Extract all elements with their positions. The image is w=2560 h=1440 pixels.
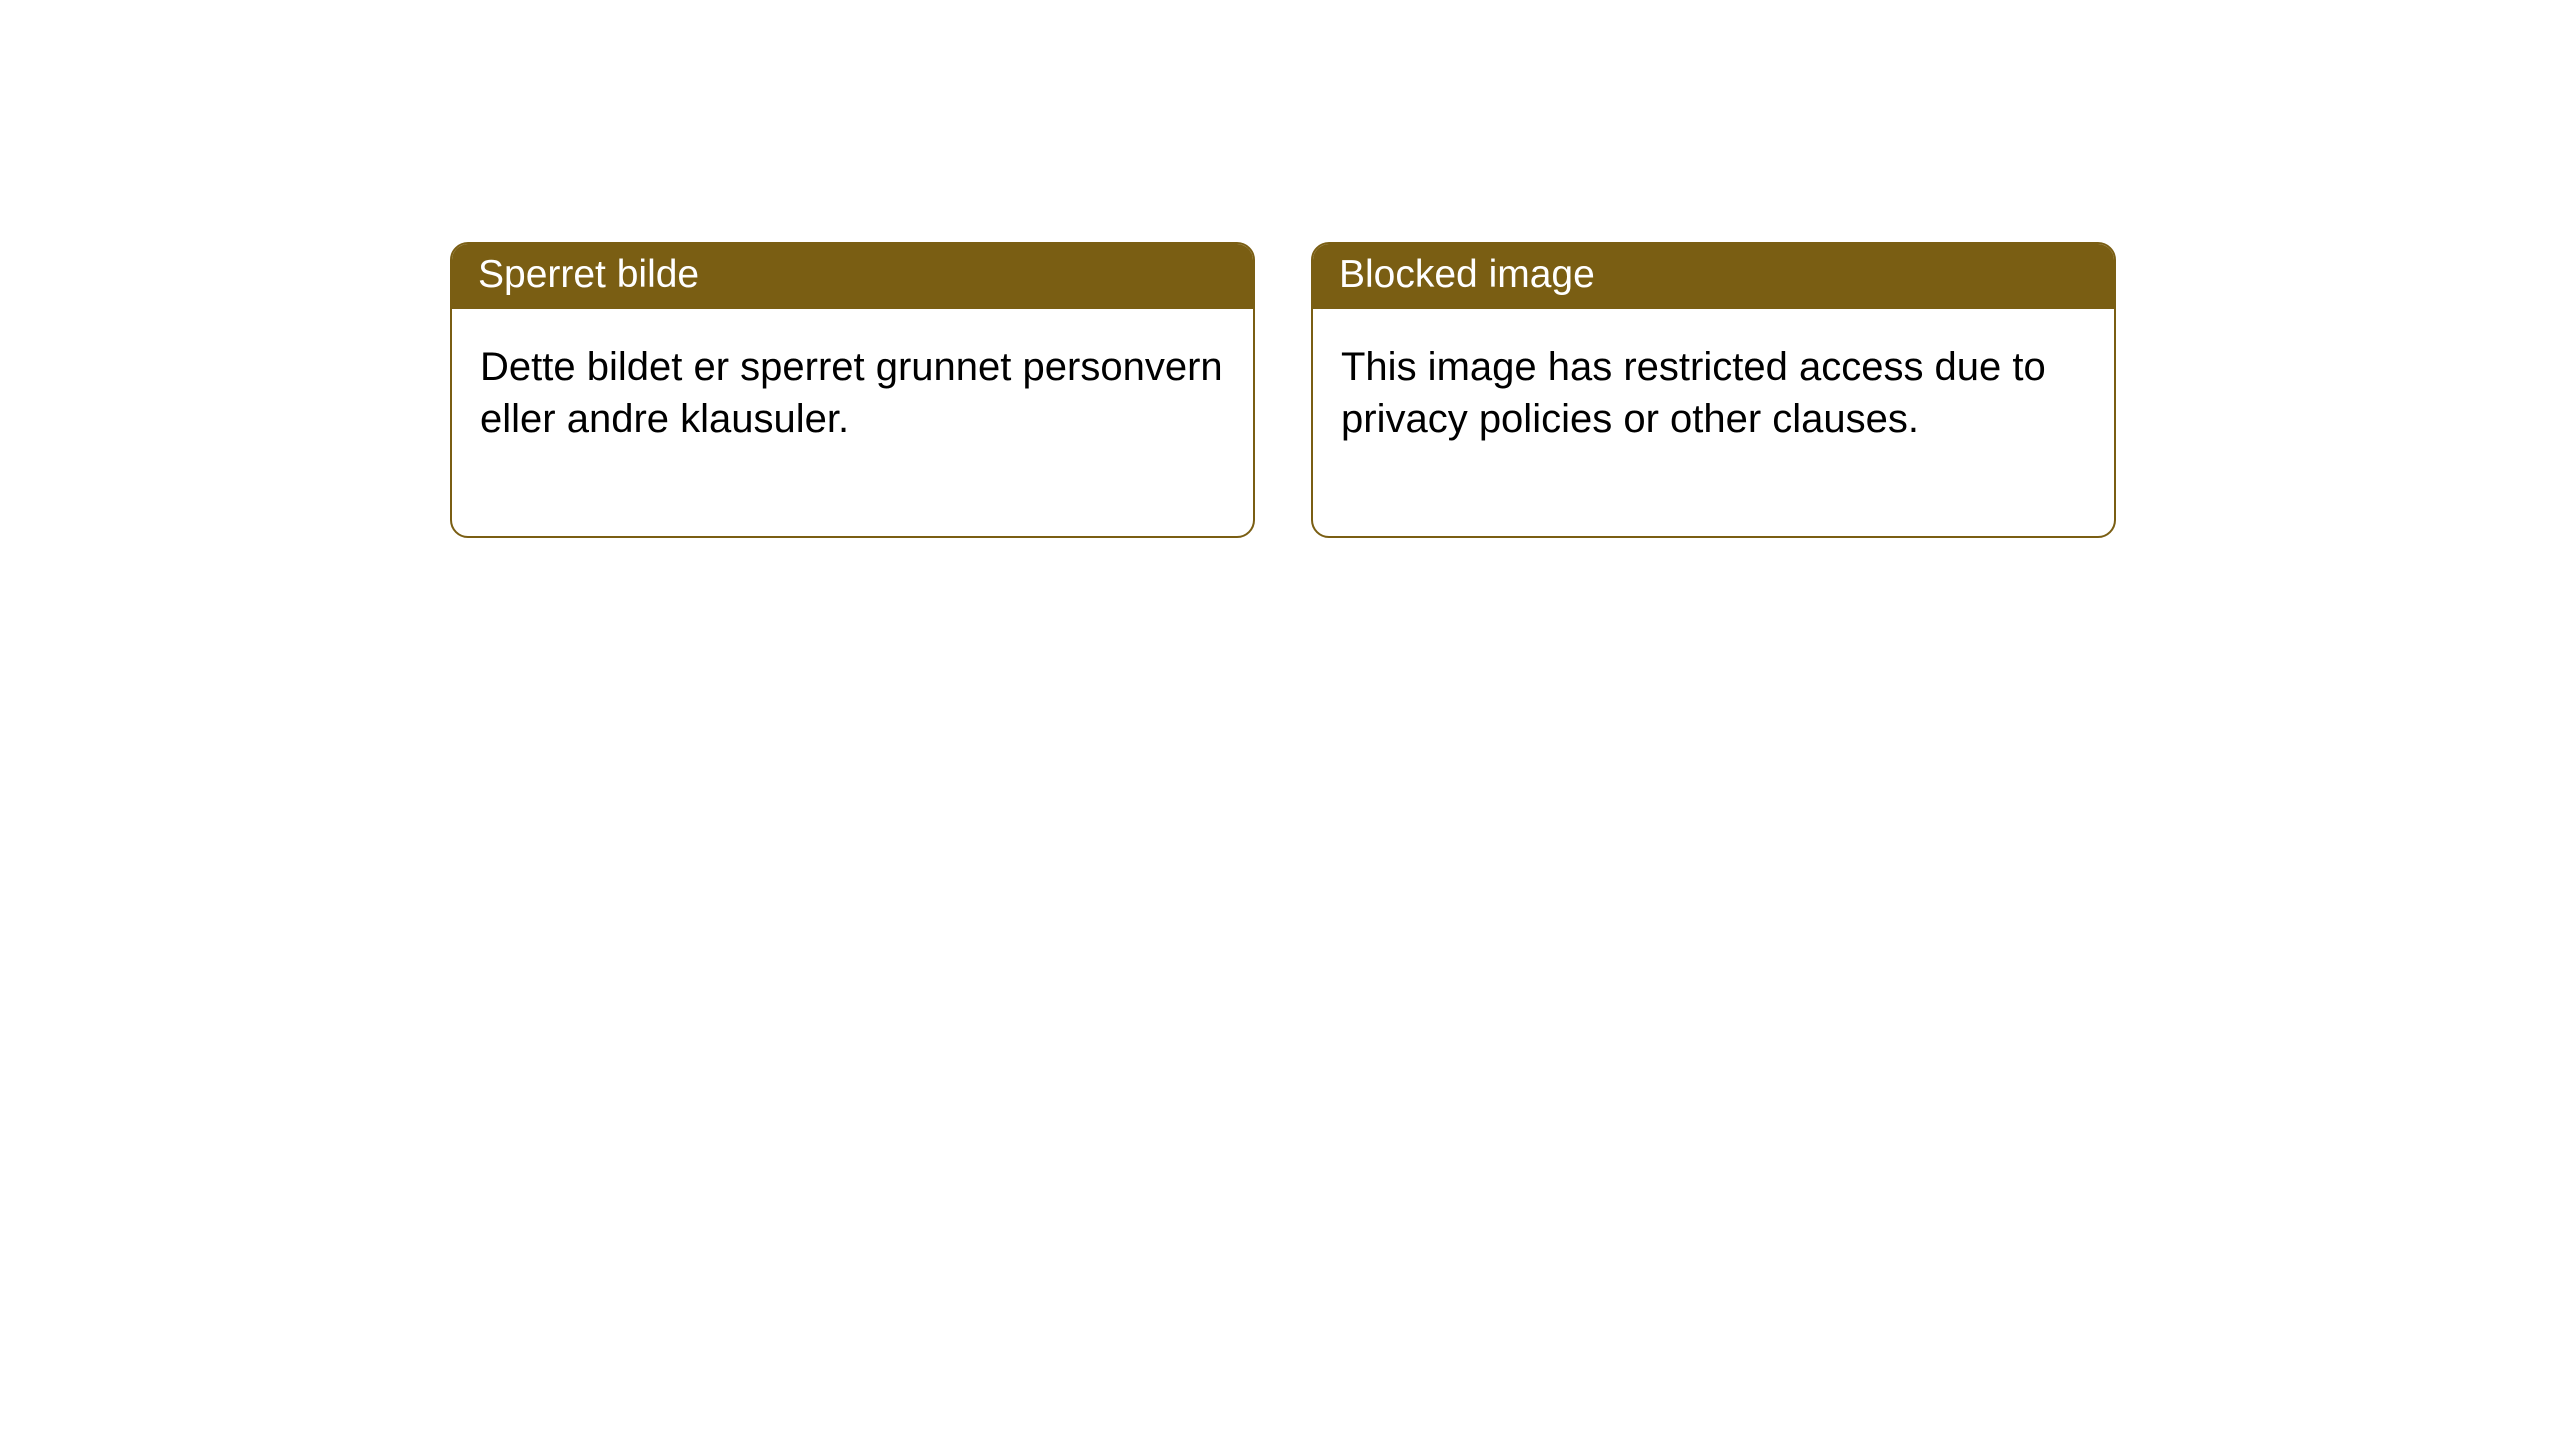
card-header: Sperret bilde: [452, 244, 1253, 309]
notice-card-english: Blocked image This image has restricted …: [1311, 242, 2116, 538]
notice-container: Sperret bilde Dette bildet er sperret gr…: [450, 242, 2116, 538]
card-body: Dette bildet er sperret grunnet personve…: [452, 309, 1253, 537]
card-header: Blocked image: [1313, 244, 2114, 309]
notice-card-norwegian: Sperret bilde Dette bildet er sperret gr…: [450, 242, 1255, 538]
card-body: This image has restricted access due to …: [1313, 309, 2114, 537]
